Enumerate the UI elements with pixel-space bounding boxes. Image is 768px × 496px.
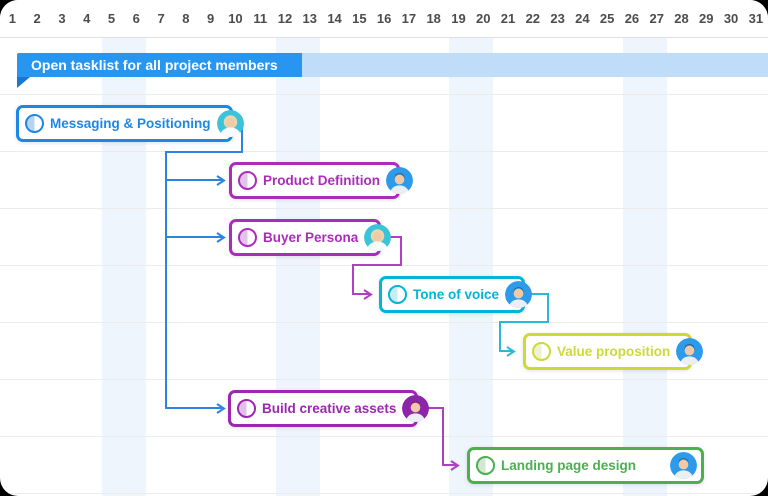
- row-divider: [0, 493, 768, 494]
- day-label: 25: [599, 11, 615, 26]
- man-blue-avatar[interactable]: [505, 281, 533, 308]
- row-divider: [0, 436, 768, 437]
- tasklist-bar-tail: [17, 77, 30, 88]
- day-label: 30: [723, 11, 739, 26]
- task-build-creative-assets[interactable]: Build creative assets: [228, 390, 430, 427]
- header-divider: [0, 37, 768, 38]
- tasklist-label: Open tasklist for all project members: [31, 57, 278, 73]
- weekend-stripe: [623, 38, 667, 496]
- progress-circle-icon[interactable]: [237, 399, 256, 418]
- day-label: 7: [157, 11, 165, 26]
- tasklist-bar[interactable]: Open tasklist for all project members: [17, 53, 302, 77]
- weekend-stripe: [449, 38, 493, 496]
- day-label: 21: [500, 11, 516, 26]
- row-divider: [0, 379, 768, 380]
- progress-circle-icon[interactable]: [476, 456, 495, 475]
- row-divider: [0, 94, 768, 95]
- task-label: Value proposition: [557, 344, 671, 359]
- task-messaging-positioning[interactable]: Messaging & Positioning: [16, 105, 244, 142]
- task-tone-of-voice[interactable]: Tone of voice: [379, 276, 533, 313]
- task-value-proposition[interactable]: Value proposition: [523, 333, 704, 370]
- task-buyer-persona[interactable]: Buyer Persona: [229, 219, 392, 256]
- woman-teal-avatar[interactable]: [364, 224, 392, 251]
- man-blue-avatar[interactable]: [386, 167, 413, 194]
- day-label: 26: [624, 11, 640, 26]
- man-purple-avatar[interactable]: [402, 395, 430, 422]
- day-label: 3: [58, 11, 66, 26]
- day-label: 8: [182, 11, 190, 26]
- progress-circle-icon[interactable]: [238, 171, 257, 190]
- day-label: 19: [451, 11, 466, 26]
- day-label: 27: [649, 11, 664, 26]
- day-label: 18: [426, 11, 441, 26]
- row-divider: [0, 151, 768, 152]
- day-label: 6: [132, 11, 140, 26]
- day-label: 13: [302, 11, 317, 26]
- task-product-definition[interactable]: Product Definition: [229, 162, 413, 199]
- day-label: 12: [277, 11, 293, 26]
- woman-teal-avatar[interactable]: [216, 110, 244, 137]
- day-label: 29: [699, 11, 714, 26]
- day-label: 23: [550, 11, 565, 26]
- task-label: Tone of voice: [413, 287, 500, 302]
- day-label: 31: [748, 11, 764, 26]
- day-label: 9: [207, 11, 215, 26]
- man-blue-avatar[interactable]: [676, 338, 704, 365]
- day-label: 2: [33, 11, 41, 26]
- day-label: 24: [575, 11, 590, 26]
- row-divider: [0, 208, 768, 209]
- day-label: 4: [83, 11, 91, 26]
- weekend-stripe: [276, 38, 320, 496]
- day-label: 20: [476, 11, 491, 26]
- task-label: Buyer Persona: [263, 230, 359, 245]
- progress-circle-icon[interactable]: [532, 342, 551, 361]
- timeline-header: 1 2 3 4 5 6 7 8 9 10 11 12 13 14 15 16 1…: [0, 0, 768, 37]
- row-divider: [0, 322, 768, 323]
- day-label: 11: [253, 11, 268, 26]
- day-label: 22: [525, 11, 541, 26]
- day-label: 1: [8, 11, 16, 26]
- task-label: Product Definition: [263, 173, 380, 188]
- task-label: Messaging & Positioning: [50, 116, 211, 131]
- day-label: 15: [352, 11, 367, 26]
- progress-circle-icon[interactable]: [238, 228, 257, 247]
- task-label: Landing page design: [501, 458, 637, 473]
- row-divider: [0, 265, 768, 266]
- task-label: Build creative assets: [262, 401, 397, 416]
- day-label: 5: [107, 11, 116, 26]
- day-label: 14: [327, 11, 342, 26]
- day-label: 17: [401, 11, 417, 26]
- day-label: 16: [376, 11, 392, 26]
- day-label: 28: [674, 11, 689, 26]
- day-label: 10: [228, 11, 243, 26]
- progress-circle-icon[interactable]: [388, 285, 407, 304]
- man-blue-avatar[interactable]: [670, 452, 697, 479]
- tasklist-bar-extension: [302, 53, 768, 77]
- progress-circle-icon[interactable]: [25, 114, 44, 133]
- task-landing-page-design[interactable]: Landing page design: [467, 447, 704, 484]
